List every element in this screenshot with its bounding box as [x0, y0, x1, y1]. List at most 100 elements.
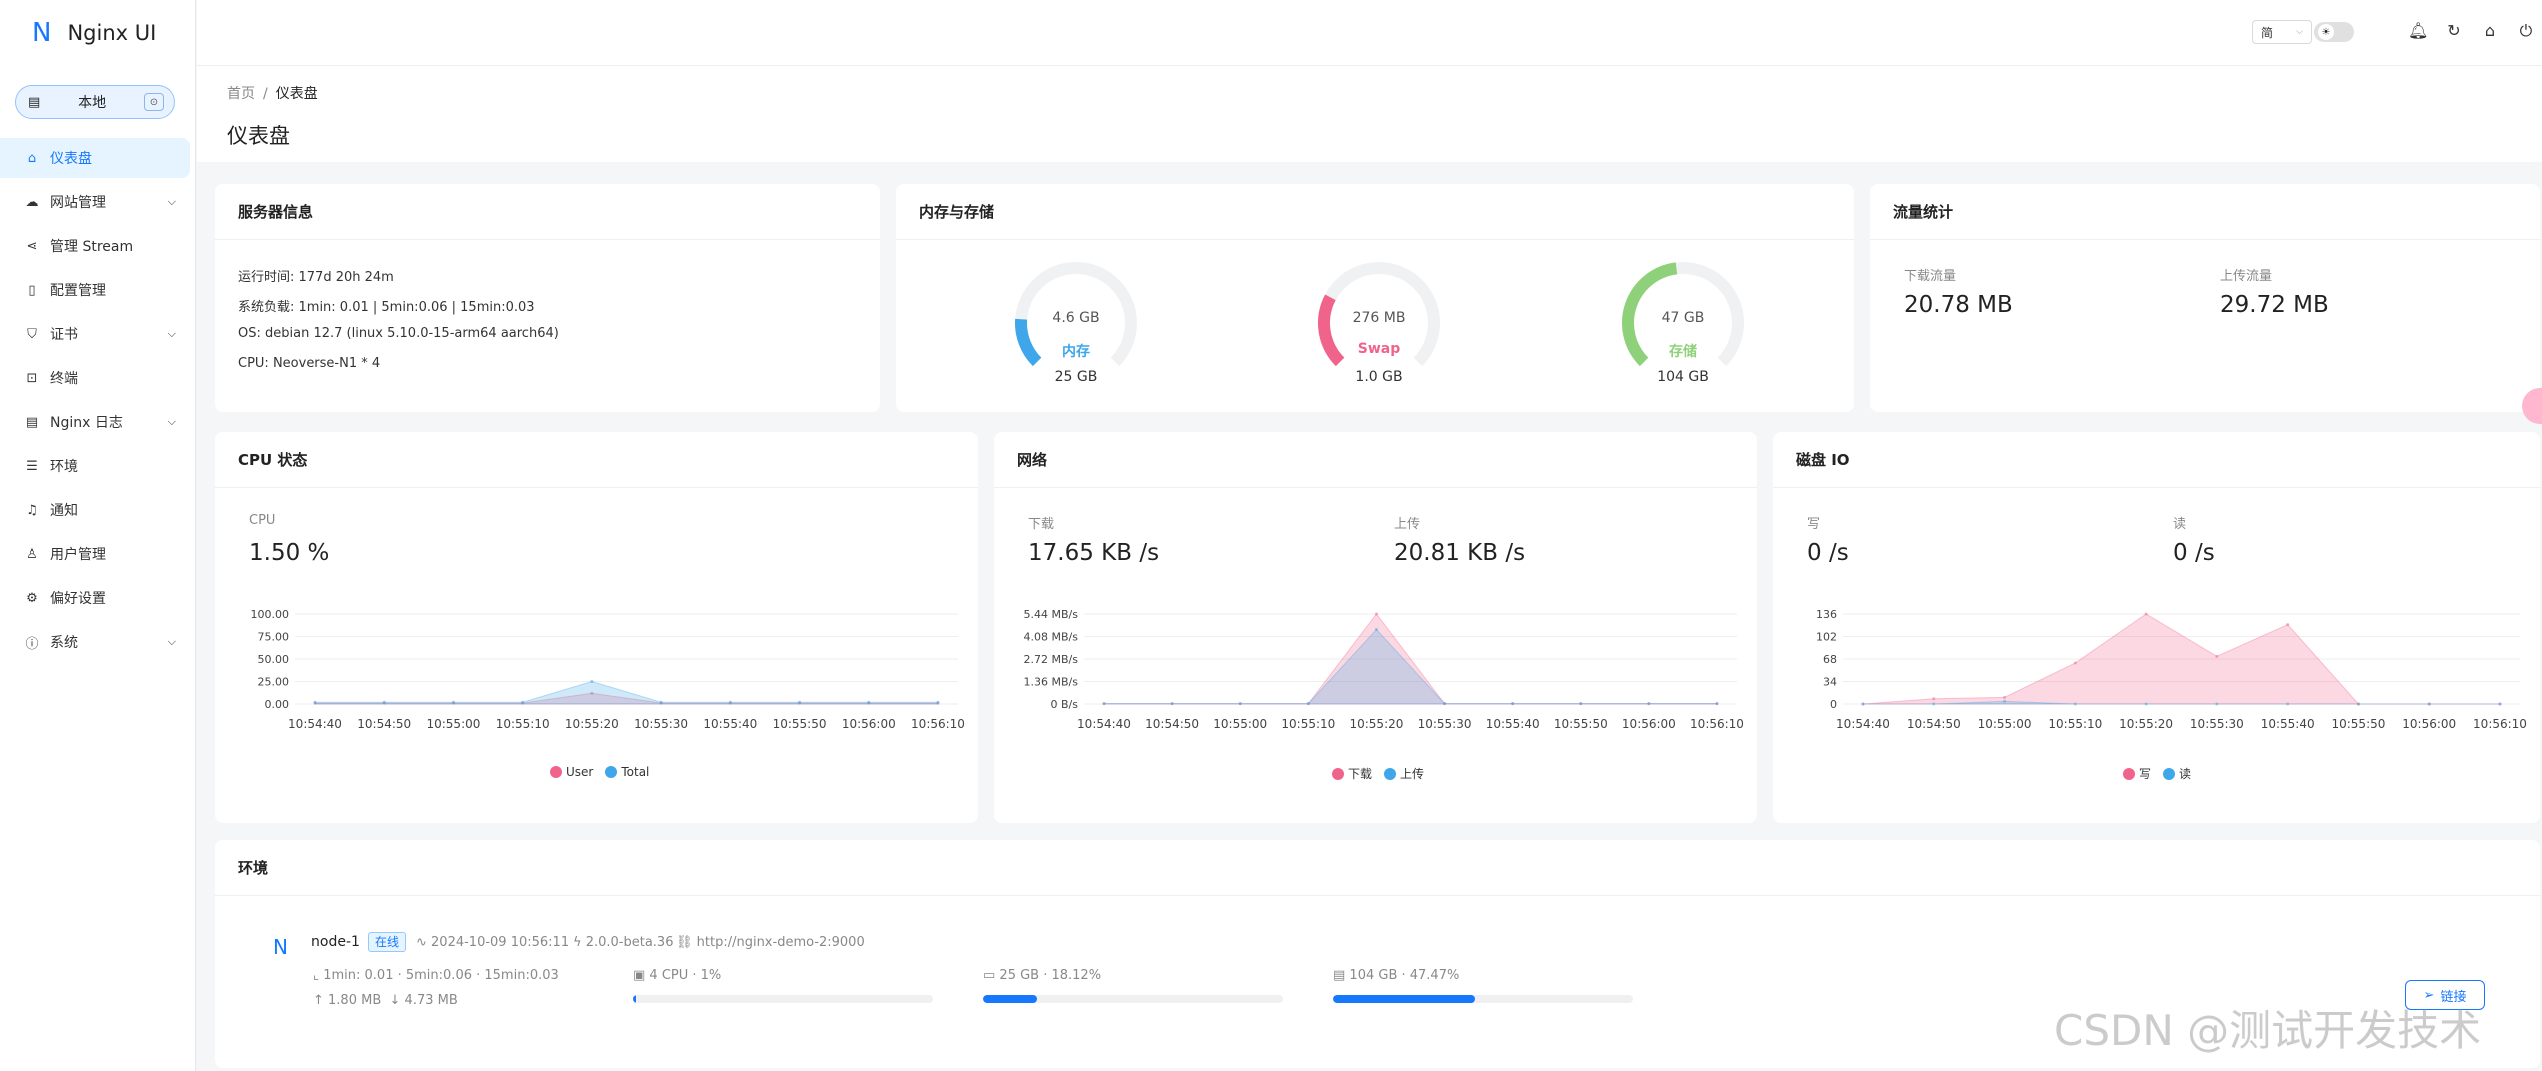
y-tick-label: 1.36 MB/s: [1024, 676, 1079, 689]
legend-item[interactable]: User: [550, 765, 593, 779]
y-tick-label: 2.72 MB/s: [1024, 653, 1079, 666]
theme-toggle[interactable]: ☀: [2314, 22, 2354, 42]
home-icon[interactable]: ⌂: [2484, 21, 2496, 40]
sidebar-item-7[interactable]: ☰ 环境: [0, 446, 190, 486]
sidebar-item-label: 系统: [50, 635, 78, 651]
node-url-value: http://nginx-demo-2:9000: [696, 935, 865, 950]
os-text: OS: debian 12.7 (linux 5.10.0-15-arm64 a…: [238, 326, 559, 341]
x-tick-label: 10:55:30: [2190, 717, 2244, 731]
gauge-0: 4.6 GB 内存 25 GB: [1011, 258, 1141, 388]
data-point: [1715, 702, 1719, 706]
sidebar-item-0[interactable]: ⌂ 仪表盘: [0, 138, 190, 178]
legend-item[interactable]: 读: [2163, 765, 2191, 782]
y-tick-label: 102: [1816, 631, 1837, 644]
data-point: [2498, 702, 2502, 706]
sidebar: N Nginx UI ▤ 本地 ⊙ ⌂ 仪表盘 ☁ 网站管理 ⌵ ⋖ 管理 Stream ▯ 配…: [0, 0, 196, 1071]
y-tick-label: 0: [1830, 698, 1837, 711]
node-time-value: 2024-10-09 10:56:11: [431, 935, 570, 950]
download-label: 下载流量: [1904, 269, 1957, 284]
x-tick-label: 10:55:00: [426, 717, 480, 731]
lock-icon[interactable]: ⊙: [143, 93, 164, 111]
data-point: [936, 700, 940, 704]
sidebar-item-8[interactable]: ♫ 通知: [0, 490, 190, 530]
node-url[interactable]: ⛓ http://nginx-demo-2:9000: [676, 935, 865, 950]
send-icon: ➢: [2423, 987, 2435, 1003]
breadcrumb-home[interactable]: 首页: [227, 86, 255, 102]
x-tick-label: 10:56:10: [911, 717, 965, 731]
environment-card: 环境: [215, 840, 2540, 1068]
node-load: ⌞ 1min: 0.01 · 5min:0.06 · 15min:0.03: [313, 968, 559, 983]
legend-item[interactable]: Total: [605, 765, 649, 779]
x-tick-label: 10:55:20: [1349, 717, 1403, 731]
legend-dot: [2123, 768, 2135, 780]
sidebar-item-label: 仪表盘: [50, 151, 92, 167]
database-icon: ☰: [26, 458, 38, 474]
traffic-card: 流量统计 下载流量 20.78 MB 上传流量 29.72 MB: [1870, 184, 2540, 412]
language-value: 简: [2261, 25, 2274, 40]
card-title: 环境: [215, 840, 2540, 896]
chevron-down-icon: ⌵: [2296, 27, 2303, 37]
breadcrumb-current: 仪表盘: [275, 86, 318, 102]
x-tick-label: 10:55:40: [703, 717, 757, 731]
sidebar-item-9[interactable]: ♙ 用户管理: [0, 534, 190, 574]
app-logo[interactable]: N Nginx UI: [32, 18, 156, 48]
legend-item[interactable]: 下载: [1332, 765, 1372, 782]
data-point: [1374, 612, 1378, 616]
data-point: [1443, 702, 1447, 706]
gauge-label: Swap: [1357, 341, 1401, 357]
sidebar-item-10[interactable]: ⚙ 偏好设置: [0, 578, 190, 618]
status-badge: 在线: [368, 932, 407, 952]
cpu-chart: 100.00 75.00 50.00 25.00 0.00 10:54:40 10:54:5…: [251, 608, 965, 731]
legend-item[interactable]: 上传: [1384, 765, 1424, 782]
sidebar-item-2[interactable]: ⋖ 管理 Stream: [0, 226, 190, 266]
language-select[interactable]: 简 ⌵: [2252, 20, 2312, 44]
data-point: [2427, 702, 2431, 706]
sidebar-item-4[interactable]: ⛉ 证书 ⌵: [0, 314, 190, 354]
node-logo-icon: N: [273, 935, 288, 959]
disk-resource-label: ▤ 104 GB · 47.47%: [1333, 968, 1459, 983]
sidebar-item-1[interactable]: ☁ 网站管理 ⌵: [0, 182, 190, 222]
link-button-label: 链接: [2440, 989, 2467, 1005]
x-tick-label: 10:55:10: [2048, 717, 2102, 731]
data-point: [382, 700, 386, 704]
sidebar-item-label: 配置管理: [50, 283, 106, 299]
link-button[interactable]: ➢ 链接: [2405, 980, 2485, 1010]
cpu-text: CPU: Neoverse-N1 * 4: [238, 356, 381, 371]
sidebar-item-label: 环境: [50, 459, 78, 475]
card-title: 内存与存储: [896, 184, 1854, 240]
x-tick-label: 10:54:50: [1907, 717, 1961, 731]
card-title: 流量统计: [1870, 184, 2540, 240]
legend-dot: [2163, 768, 2176, 780]
chevron-down-icon: ⌵: [167, 635, 176, 648]
logout-icon[interactable]: ⏻: [2519, 21, 2533, 40]
x-tick-label: 10:55:30: [634, 717, 688, 731]
sidebar-item-5[interactable]: ⊡ 终端: [0, 358, 190, 398]
reload-icon[interactable]: ↻: [2447, 21, 2461, 40]
gauge-fill: [1015, 318, 1042, 367]
data-point: [1102, 702, 1106, 706]
network-chart: 5.44 MB/s 4.08 MB/s 2.72 MB/s 1.36 MB/s 0 B/…: [1024, 608, 1744, 731]
read-label: 读: [2173, 517, 2187, 532]
data-point: [2356, 702, 2360, 706]
arrow-up-icon: ↑: [313, 993, 329, 1008]
sidebar-item-label: 通知: [50, 503, 78, 519]
bell-icon[interactable]: 🔔︎: [2408, 21, 2429, 40]
gauge-2: 47 GB 存储 104 GB: [1618, 258, 1748, 388]
environment-selector[interactable]: ▤ 本地 ⊙: [15, 85, 175, 119]
x-tick-label: 10:55:20: [2119, 717, 2173, 731]
sidebar-item-6[interactable]: ▤ Nginx 日志 ⌵: [0, 402, 190, 442]
floating-handle[interactable]: [2522, 388, 2542, 424]
node-net-down: 4.73 MB: [404, 993, 458, 1008]
gauge-1: 276 MB Swap 1.0 GB: [1314, 258, 1444, 388]
memory-storage-card: 内存与存储 4.6 GB 内存 25 GB 276 MB Swap 1.0 GB 47 GB…: [896, 184, 1854, 412]
breadcrumb-separator: /: [263, 86, 268, 102]
link-icon: ⛓: [676, 935, 697, 950]
legend-item[interactable]: 写: [2123, 765, 2151, 782]
environment-label: 本地: [78, 95, 107, 111]
data-point: [521, 700, 525, 704]
x-tick-label: 10:55:30: [1418, 717, 1472, 731]
sidebar-item-3[interactable]: ▯ 配置管理: [0, 270, 190, 310]
sidebar-item-11[interactable]: ⓘ 系统 ⌵: [0, 622, 190, 662]
disk-io-chart: 136 102 68 34 0 10:54:40 10:54:50 10:55:00 10:55…: [1816, 608, 2527, 731]
cpu-label: CPU: [249, 513, 276, 528]
